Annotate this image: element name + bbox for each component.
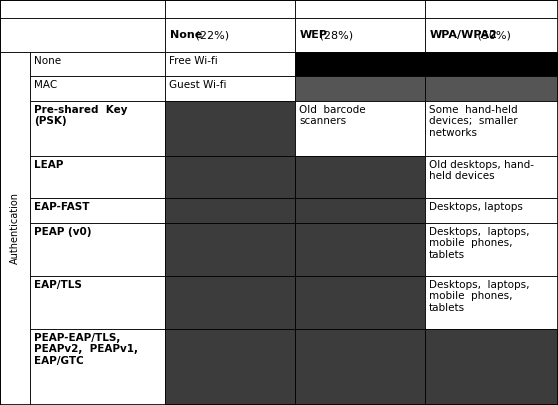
Bar (425, 223, 558, 276)
Bar (165, 156, 295, 198)
Text: Authentication: Authentication (10, 192, 20, 264)
Bar (30, 77, 165, 101)
Text: PEAP (v0): PEAP (v0) (34, 227, 92, 237)
Text: Some  hand-held
devices;  smaller
networks: Some hand-held devices; smaller networks (429, 105, 518, 138)
Bar (425, 18, 558, 52)
Text: Old desktops, hand-
held devices: Old desktops, hand- held devices (429, 160, 534, 181)
Bar (295, 18, 425, 52)
Bar (0, 52, 30, 405)
Bar (30, 198, 165, 223)
Text: None: None (170, 30, 202, 40)
Bar (425, 52, 558, 77)
Bar (30, 52, 165, 77)
Bar (30, 101, 165, 156)
Bar (165, 101, 295, 156)
Text: LEAP: LEAP (34, 160, 64, 170)
Text: WPA/WPA2: WPA/WPA2 (430, 30, 498, 40)
Text: EAP/TLS: EAP/TLS (34, 280, 82, 290)
Text: Desktops,  laptops,
mobile  phones,
tablets: Desktops, laptops, mobile phones, tablet… (429, 227, 530, 260)
Bar (295, 276, 425, 329)
Bar (0, 0, 165, 18)
Bar (295, 52, 425, 77)
Bar (165, 198, 295, 223)
Bar (165, 223, 295, 276)
Text: Free Wi-fi: Free Wi-fi (169, 56, 218, 66)
Text: Desktops,  laptops,
mobile  phones,
tablets: Desktops, laptops, mobile phones, tablet… (429, 280, 530, 313)
Bar (165, 18, 295, 52)
Bar (425, 0, 558, 18)
Text: (50%): (50%) (474, 30, 511, 40)
Bar (295, 156, 425, 198)
Bar (165, 329, 295, 405)
Text: None: None (34, 56, 61, 66)
Bar (295, 223, 425, 276)
Bar (30, 329, 165, 405)
Bar (165, 52, 295, 77)
Bar (295, 101, 425, 156)
Text: EAP-FAST: EAP-FAST (34, 202, 89, 212)
Bar (165, 0, 295, 18)
Bar (295, 77, 425, 101)
Bar (425, 156, 558, 198)
Bar (425, 77, 558, 101)
Bar (295, 198, 425, 223)
Bar (30, 276, 165, 329)
Bar (0, 18, 165, 52)
Bar (425, 329, 558, 405)
Bar (30, 156, 165, 198)
Text: PEAP-EAP/TLS,
PEAPv2,  PEAPv1,
EAP/GTC: PEAP-EAP/TLS, PEAPv2, PEAPv1, EAP/GTC (34, 333, 138, 366)
Text: (28%): (28%) (316, 30, 354, 40)
Text: (22%): (22%) (192, 30, 229, 40)
Bar (425, 276, 558, 329)
Bar (165, 77, 295, 101)
Text: WEP: WEP (300, 30, 328, 40)
Bar (165, 276, 295, 329)
Bar (295, 329, 425, 405)
Text: Guest Wi-fi: Guest Wi-fi (169, 80, 227, 90)
Bar (295, 0, 425, 18)
Text: Pre-shared  Key
(PSK): Pre-shared Key (PSK) (34, 105, 127, 126)
Bar (425, 101, 558, 156)
Text: Old  barcode
scanners: Old barcode scanners (299, 105, 365, 126)
Bar (425, 198, 558, 223)
Text: Desktops, laptops: Desktops, laptops (429, 202, 523, 212)
Text: MAC: MAC (34, 80, 57, 90)
Bar (30, 223, 165, 276)
